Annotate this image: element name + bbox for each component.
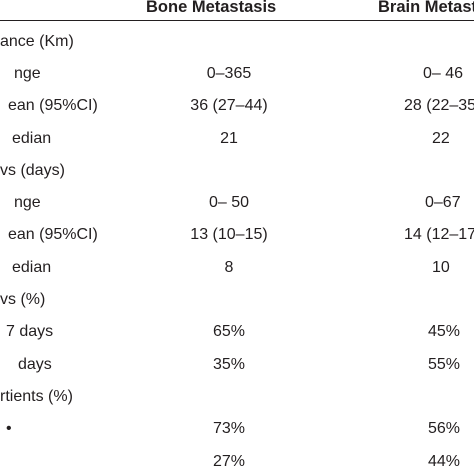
row-label: vs (days) xyxy=(0,162,65,179)
row-label: edian xyxy=(12,130,52,147)
bone-value: 65% xyxy=(212,323,246,340)
row-label: • xyxy=(6,420,12,437)
brain-value: 56% xyxy=(428,420,461,437)
row-label: edian xyxy=(12,259,52,276)
brain-value: 14 (12–17 xyxy=(404,226,474,243)
brain-value: 0– 46 xyxy=(423,65,464,82)
brain-value: 45% xyxy=(428,323,461,340)
bone-value: 8 xyxy=(224,259,234,276)
row-label: ean (95%CI) xyxy=(8,226,98,243)
brain-value: 44% xyxy=(428,453,461,470)
bone-value: 21 xyxy=(220,130,238,147)
bone-value: 36 (27–44) xyxy=(190,97,268,114)
bone-value: 0– 50 xyxy=(208,194,250,211)
brain-value: 0–67 xyxy=(425,194,461,211)
brain-value: 28 (22–35 xyxy=(404,97,474,114)
row-label: rtients (%) xyxy=(0,388,73,405)
header-bone-metastasis: Bone Metastasis xyxy=(146,0,277,16)
row-label: 7 days xyxy=(6,323,54,340)
brain-value: 55% xyxy=(428,356,461,373)
row-label: ance (Km) xyxy=(0,33,74,50)
row-label: nge xyxy=(14,194,41,211)
brain-value: 22 xyxy=(432,130,450,147)
row-label: nge xyxy=(14,65,41,82)
bone-value: 13 (10–15) xyxy=(190,226,268,243)
header-brain-metastasis: Brain Metasta xyxy=(378,0,474,16)
header-rule xyxy=(0,20,474,21)
brain-value: 10 xyxy=(432,259,450,276)
row-label: vs (%) xyxy=(0,291,46,308)
row-label: ean (95%CI) xyxy=(8,97,98,114)
bone-value: 27% xyxy=(212,453,246,470)
row-label: days xyxy=(18,356,52,373)
bone-value: 73% xyxy=(212,420,246,437)
bone-value: 35% xyxy=(212,356,246,373)
bone-value: 0–365 xyxy=(206,65,252,82)
